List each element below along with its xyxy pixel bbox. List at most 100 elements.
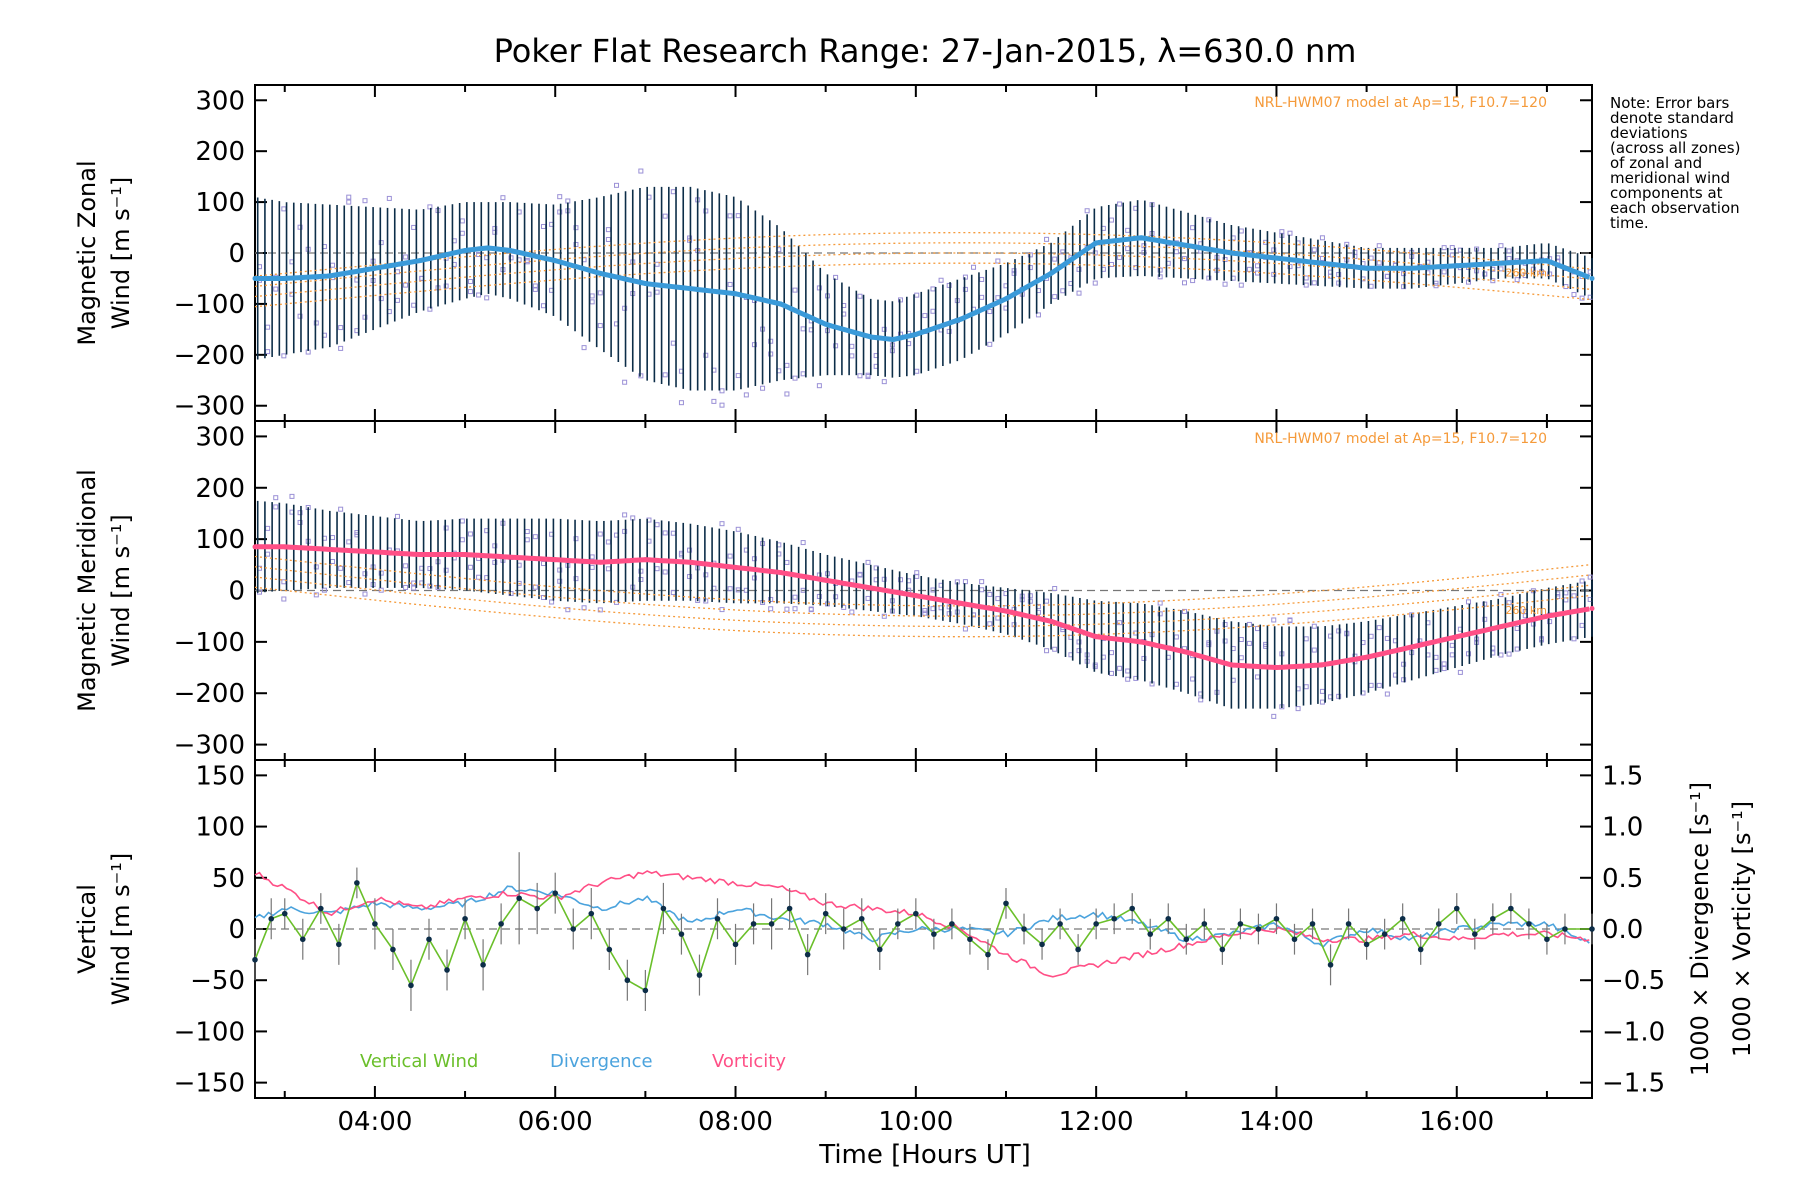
- vertical-wind-point: [1345, 921, 1352, 927]
- zone-point: [670, 189, 676, 195]
- zone-point: [1044, 648, 1050, 654]
- zone-point: [833, 274, 839, 280]
- zone-point: [727, 586, 733, 592]
- zone-point: [662, 569, 668, 575]
- zone-point: [1027, 598, 1033, 604]
- mean-wind-point: [823, 321, 829, 327]
- zone-point: [946, 282, 952, 288]
- zone-point: [1449, 652, 1455, 658]
- vertical-wind-point: [408, 982, 414, 989]
- zone-point: [678, 400, 684, 406]
- zone-point: [581, 345, 587, 351]
- vertical-wind-point: [949, 921, 955, 927]
- zone-point: [403, 563, 409, 569]
- zone-point: [946, 604, 952, 610]
- zone-point: [427, 204, 433, 210]
- zone-point: [330, 535, 336, 541]
- y2-tick-label: −1.0: [1602, 1017, 1665, 1047]
- zone-point: [816, 593, 822, 599]
- vertical-wind-point: [552, 890, 559, 896]
- zone-point: [670, 590, 676, 596]
- zone-point: [1465, 599, 1471, 605]
- zone-point: [1579, 622, 1585, 628]
- vertical-wind-point: [606, 946, 613, 953]
- vertical-wind-point: [372, 921, 378, 927]
- zone-point: [1238, 228, 1244, 234]
- zone-point: [800, 371, 806, 377]
- zone-point: [995, 295, 1001, 301]
- zone-point: [881, 326, 887, 332]
- zone-point: [930, 308, 936, 314]
- vertical-wind-point: [1111, 915, 1117, 922]
- zone-point: [540, 561, 546, 567]
- zone-point: [1376, 260, 1382, 266]
- zone-point: [622, 528, 628, 534]
- mean-wind-point: [778, 301, 784, 307]
- zone-point: [914, 292, 920, 298]
- zone-point: [378, 240, 384, 246]
- zone-point: [492, 559, 498, 565]
- mean-wind-point: [1183, 242, 1189, 248]
- vertical-wind-point: [1327, 962, 1334, 968]
- zone-point: [297, 519, 303, 525]
- zone-point: [784, 362, 790, 368]
- zone-point: [1376, 243, 1382, 249]
- zone-point: [670, 340, 676, 346]
- y-tick-label: −200: [174, 341, 245, 371]
- zone-point: [743, 392, 749, 398]
- vertical-wind-point: [1021, 926, 1027, 932]
- zone-point: [459, 537, 465, 543]
- zone-point: [1157, 274, 1163, 280]
- zone-point: [1376, 682, 1382, 688]
- zone-point: [768, 606, 774, 612]
- mean-wind-point: [507, 554, 513, 560]
- zone-point: [962, 274, 968, 280]
- y-axis-label: Vertical: [73, 884, 101, 974]
- zone-point: [1401, 271, 1407, 277]
- zone-point: [281, 353, 287, 359]
- vertical-wind-point: [1201, 921, 1208, 927]
- zone-point: [1482, 616, 1488, 622]
- zone-point: [589, 564, 595, 570]
- y2-tick-label: 1.5: [1602, 761, 1643, 791]
- vertical-wind-point: [678, 931, 685, 937]
- y-tick-label: −100: [174, 628, 245, 658]
- zone-point: [467, 289, 473, 295]
- vertical-wind-point: [1381, 931, 1388, 937]
- vertical-wind-point: [1237, 921, 1244, 927]
- vertical-wind-point: [462, 915, 468, 922]
- zone-point: [865, 559, 871, 565]
- zone-point: [1506, 651, 1512, 657]
- note-line: deviations: [1610, 124, 1688, 142]
- zone-point: [865, 595, 871, 601]
- zone-point: [614, 182, 620, 188]
- legend-item: Vorticity: [712, 1051, 786, 1072]
- zone-point: [1141, 249, 1147, 255]
- vertical-wind-point: [1490, 915, 1496, 922]
- zone-point: [1311, 647, 1317, 653]
- zone-point: [565, 198, 571, 204]
- zone-point: [1449, 245, 1455, 251]
- zone-point: [995, 258, 1001, 264]
- y2-tick-label: −0.5: [1602, 966, 1665, 996]
- zone-point: [987, 341, 993, 347]
- zone-point: [881, 613, 887, 619]
- vertical-wind-point: [624, 977, 631, 984]
- vertical-wind-point: [1417, 946, 1424, 953]
- y-tick-label: 200: [195, 137, 245, 167]
- mean-wind-point: [372, 549, 378, 555]
- zone-point: [459, 230, 465, 236]
- vertical-wind-point: [750, 921, 757, 927]
- zone-point: [1238, 282, 1244, 288]
- zone-point: [1052, 294, 1058, 300]
- mean-wind-point: [252, 275, 258, 281]
- zone-point: [1433, 667, 1439, 673]
- zone-point: [930, 286, 936, 292]
- zone-point: [1384, 273, 1390, 279]
- zone-point: [1506, 248, 1512, 254]
- zone-point: [411, 302, 417, 308]
- vertical-wind-point: [913, 910, 919, 917]
- y-tick-label: −50: [190, 966, 245, 996]
- zone-point: [1052, 586, 1058, 592]
- zone-point: [1198, 697, 1204, 703]
